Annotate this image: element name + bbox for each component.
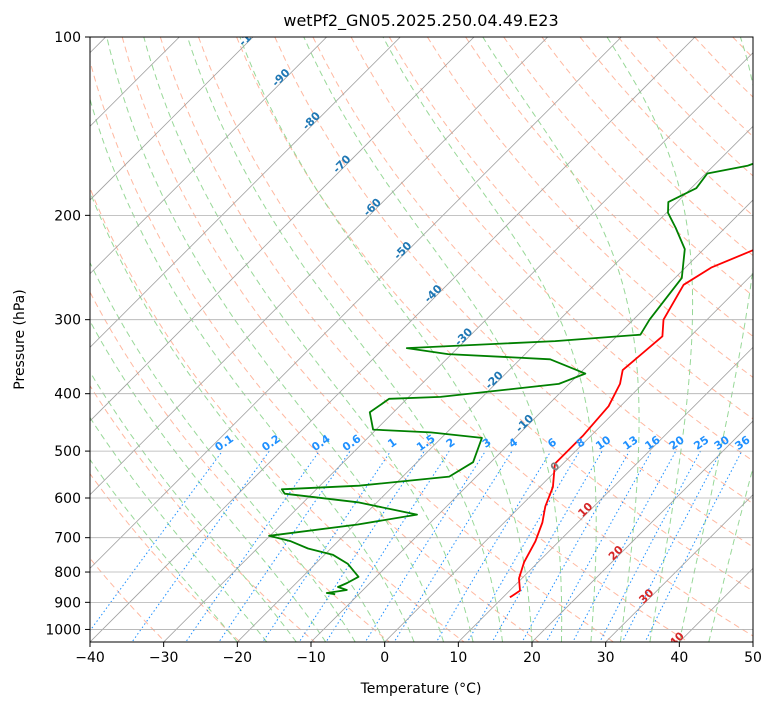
moist-adiabat — [90, 190, 386, 642]
y-axis: 100 200 300 400 500 600 700 800 900 1000 — [45, 30, 90, 638]
y-tick-label: 800 — [54, 565, 81, 581]
x-tick-label: 50 — [744, 650, 762, 666]
moist-adiabat — [382, 37, 597, 642]
moist-adiabats — [90, 37, 753, 642]
moist-adiabat — [482, 37, 640, 642]
dry-adiabat — [90, 557, 166, 642]
x-axis: −40 −30 −20 −10 0 10 20 30 40 50 — [75, 642, 762, 666]
moist-adiabat — [90, 416, 268, 642]
y-tick-label: 500 — [54, 444, 81, 460]
x-tick-label: −10 — [296, 650, 326, 666]
isotherm-lines — [90, 37, 753, 642]
y-tick-label: 400 — [54, 387, 81, 403]
x-tick-label: 40 — [670, 650, 688, 666]
isotherm-line — [531, 420, 753, 642]
moist-adiabat — [708, 465, 753, 642]
moist-adiabat — [90, 261, 356, 642]
dewpoint-profile — [268, 162, 753, 596]
moist-adiabat — [106, 37, 445, 642]
y-tick-label: 200 — [54, 208, 81, 224]
x-tick-label: −40 — [75, 650, 105, 666]
x-tick-label: −30 — [149, 650, 179, 666]
sounding-profiles — [268, 162, 753, 598]
y-tick-label: 100 — [54, 30, 81, 46]
isotherm-line — [90, 37, 180, 127]
isotherm-line — [90, 37, 401, 348]
moist-adiabat — [606, 37, 694, 642]
isotherm-line — [236, 125, 753, 642]
x-tick-label: −20 — [223, 650, 253, 666]
isotherm-line — [90, 37, 696, 642]
x-axis-label: Temperature (°C) — [360, 681, 482, 697]
y-tick-label: 700 — [54, 531, 81, 547]
moist-adiabat — [90, 370, 297, 642]
moist-adiabat — [303, 37, 563, 642]
y-tick-label: 300 — [54, 313, 81, 329]
dry-adiabat — [90, 59, 540, 642]
isotherm-line — [163, 52, 753, 642]
moist-adiabat — [678, 37, 753, 642]
y-tick-label: 600 — [54, 491, 81, 507]
y-tick-label: 1000 — [45, 622, 81, 638]
dry-adiabat — [90, 384, 316, 642]
isotherm-line — [384, 273, 753, 642]
moist-adiabat — [239, 37, 533, 642]
isotherm-line — [90, 37, 254, 201]
temperature-profile — [509, 249, 753, 598]
isotherm-line — [310, 199, 753, 642]
x-tick-label: 10 — [449, 650, 467, 666]
y-axis-label: Pressure (hPa) — [12, 289, 28, 389]
moist-adiabat — [90, 320, 327, 642]
dry-adiabat — [90, 186, 465, 642]
moist-adiabat — [90, 458, 238, 642]
dry-adiabat — [121, 37, 614, 642]
isotherm-line — [90, 37, 328, 275]
chart-title: wetPf2_GN05.2025.250.04.49.E23 — [283, 11, 558, 31]
dry-adiabat — [274, 37, 753, 548]
x-tick-label: 30 — [597, 650, 615, 666]
isotherm-line — [90, 37, 622, 569]
isotherm-line — [90, 37, 475, 422]
isotherm-line — [457, 346, 753, 642]
isotherm-line — [605, 494, 753, 642]
dry-adiabat — [159, 37, 689, 642]
isotherm-label: -100 — [236, 20, 265, 49]
y-tick-label: 900 — [54, 595, 81, 611]
pressure-grid — [90, 37, 753, 630]
dry-adiabat — [388, 37, 753, 420]
x-tick-label: 20 — [523, 650, 541, 666]
moist-adiabat — [143, 37, 474, 642]
x-tick-label: 0 — [380, 650, 389, 666]
plot-area: -100-90-80-70-60-50-40-30-20-10010203040… — [90, 20, 753, 642]
plot-frame — [89, 36, 754, 643]
dry-adiabat — [426, 37, 753, 378]
moist-adiabat — [187, 37, 503, 642]
isotherm-line — [90, 37, 549, 496]
